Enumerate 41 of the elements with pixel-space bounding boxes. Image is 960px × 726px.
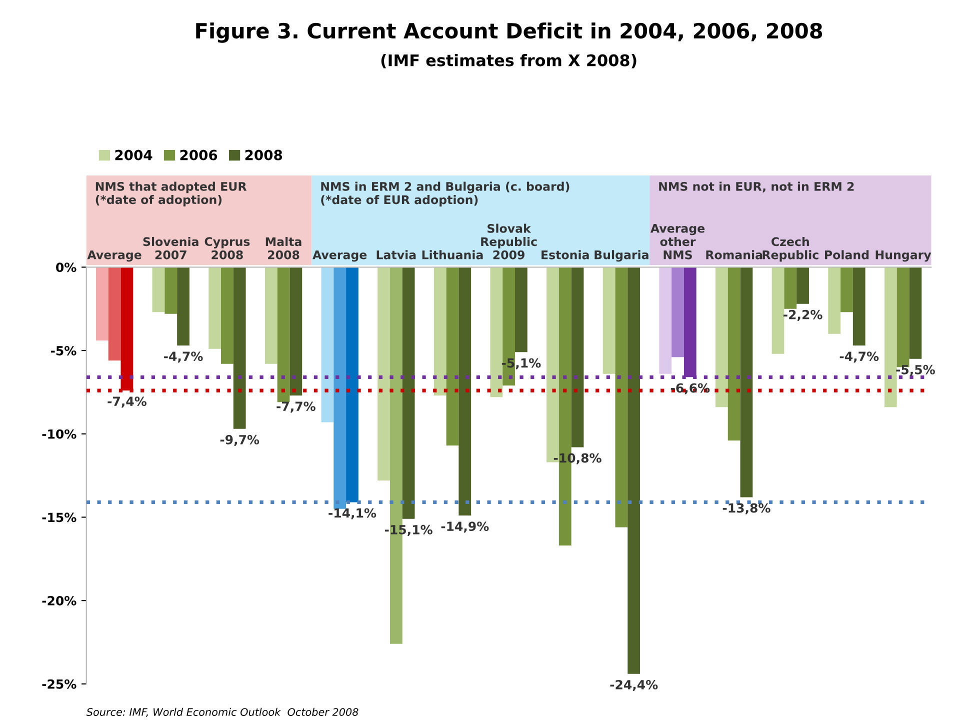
data-label: -9,7% xyxy=(220,434,260,446)
x-tick-label: Average other NMS xyxy=(650,224,705,260)
x-tick-label: Bulgaria xyxy=(594,250,648,262)
data-label: -4,7% xyxy=(164,352,203,363)
data-label: -14,1% xyxy=(328,508,376,520)
x-tick-label: Estonia xyxy=(542,250,589,260)
x-tick-label: Slovenia 2007 xyxy=(143,236,198,260)
y-tick-label: -5% xyxy=(50,346,76,356)
x-tick-label: Lithuania xyxy=(422,250,483,260)
x-tick-label: Czech Republic xyxy=(762,236,818,262)
data-label: -7,7% xyxy=(276,402,316,413)
y-tick-label: -10% xyxy=(42,429,76,439)
y-tick-label: 0% xyxy=(56,262,76,272)
x-tick-label: Malta 2008 xyxy=(266,236,302,260)
text: NMS in ERM 2 and Bulgaria (c. board) (*date of EUR adoption) xyxy=(321,182,570,206)
data-label: -13,8% xyxy=(722,503,770,514)
data-label: -24,4% xyxy=(610,680,658,691)
legend-label: 2008 xyxy=(245,150,282,160)
text: NMS that adopted EUR (*date of adoption) xyxy=(96,182,247,206)
y-tick-label: -15% xyxy=(42,512,76,522)
source-note: Source: IMF, World Economic Outlook October 2008 xyxy=(86,708,358,718)
data-label: -7,4% xyxy=(108,396,146,408)
x-tick-label: Hungary xyxy=(876,250,932,262)
legend-label: 2004 xyxy=(115,150,152,160)
y-tick-label: -20% xyxy=(42,596,76,606)
x-tick-label: Average xyxy=(312,250,367,262)
y-tick-label: -25% xyxy=(42,679,76,689)
legend-label: 2006 xyxy=(180,150,218,160)
data-label: -5,5% xyxy=(896,364,935,376)
chart-title: Figure 3. Current Account Deficit in 2004, 2006, 2008 xyxy=(196,22,822,43)
x-tick-label: Romania xyxy=(706,250,762,260)
data-label: -6,6% xyxy=(670,383,710,394)
text: NMS not in EUR, not in ERM 2 xyxy=(659,182,854,192)
x-tick-label: Poland xyxy=(824,250,869,260)
data-label: -2,2% xyxy=(784,310,822,321)
x-tick-label: Average xyxy=(87,250,142,262)
chart-subtitle: (IMF estimates from X 2008) xyxy=(381,54,636,68)
data-label: -14,9% xyxy=(441,522,489,533)
x-tick-label: Latvia xyxy=(376,250,416,260)
data-label: -4,7% xyxy=(840,352,879,363)
x-tick-label: Cyprus 2008 xyxy=(204,237,250,260)
